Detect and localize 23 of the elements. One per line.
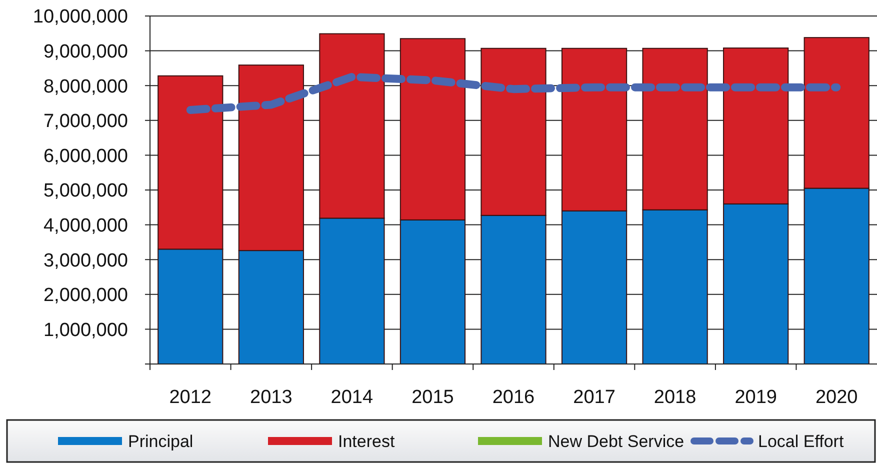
y-tick-label: 4,000,000: [43, 215, 128, 236]
y-tick-label: 2,000,000: [43, 285, 128, 306]
y-tick-label: 10,000,000: [32, 6, 128, 28]
x-tick-label: 2017: [573, 387, 616, 408]
legend-label: Principal: [128, 432, 194, 451]
text: Interest: [338, 432, 395, 451]
x-tick-label: 2015: [412, 387, 454, 408]
y-tick-label: 6,000,000: [43, 146, 128, 167]
x-tick-label: 2018: [654, 387, 696, 408]
x-tick-label: 2020: [815, 387, 858, 408]
y-tick-label: 1,000,000: [43, 320, 128, 341]
y-tick-label: 3,000,000: [43, 250, 128, 272]
y-tick-label: 7,000,000: [43, 111, 128, 132]
legend-label: Local Effort: [758, 432, 844, 451]
x-tick-label: 2013: [250, 387, 292, 408]
x-tick-label: 2014: [330, 387, 374, 408]
legend-label: New Debt Service: [548, 432, 684, 451]
y-tick-label: 5,000,000: [43, 180, 128, 202]
x-tick-label: 2012: [169, 387, 212, 408]
y-tick-label: 8,000,000: [43, 76, 128, 98]
x-tick-label: 2016: [492, 387, 535, 408]
y-tick-label: 9,000,000: [43, 41, 128, 62]
x-tick-label: 2019: [734, 387, 777, 408]
